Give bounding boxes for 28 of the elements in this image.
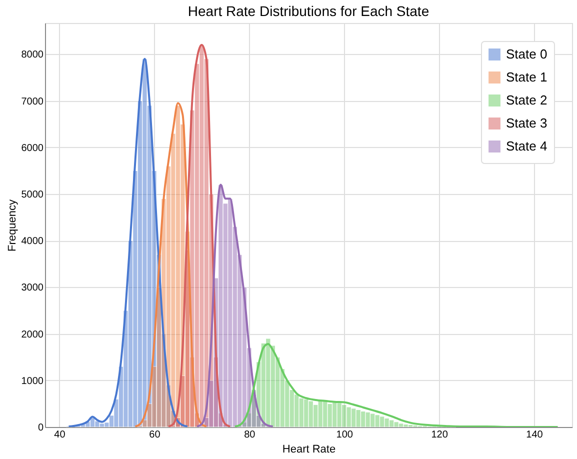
y-tick-label: 8000: [21, 50, 44, 61]
legend-label: State 0: [506, 46, 548, 62]
x-tick-label: 40: [54, 430, 66, 440]
y-tick-label: 1000: [21, 376, 44, 387]
legend-label: State 2: [506, 92, 548, 108]
x-tick-label: 140: [526, 430, 544, 440]
x-tick-label: 120: [431, 430, 448, 440]
line-series: [196, 184, 274, 427]
line-series: [68, 58, 188, 427]
line-series: [234, 343, 559, 427]
legend-label: State 3: [506, 116, 548, 130]
y-tick-label: 4000: [21, 236, 44, 248]
chart-title: Heart Rate Distributions for Each State: [188, 3, 430, 19]
y-tick-label: 2000: [21, 329, 44, 340]
y-tick-label: 6000: [21, 142, 44, 154]
line-series: [167, 44, 232, 427]
x-axis-title: Heart Rate: [282, 444, 336, 456]
line-series: [134, 102, 208, 427]
y-axis-title: Frequency: [6, 199, 18, 252]
x-tick-label: 80: [244, 430, 256, 440]
legend-label: State 1: [506, 70, 548, 84]
x-tick-label: 60: [149, 430, 161, 440]
x-tick-label: 100: [336, 430, 354, 440]
y-tick-label: 3000: [21, 282, 44, 294]
legend-label: State 4: [506, 138, 548, 154]
y-tick-label: 5000: [21, 190, 44, 201]
y-tick-label: 7000: [21, 96, 44, 108]
y-tick-label: 0: [38, 422, 44, 434]
